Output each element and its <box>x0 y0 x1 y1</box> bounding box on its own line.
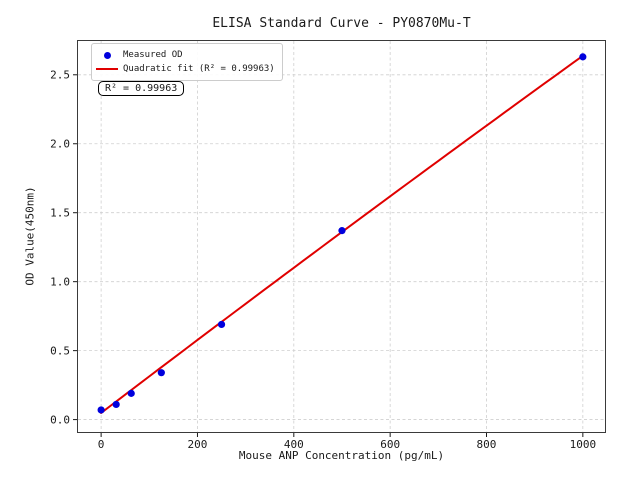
data-point <box>217 320 226 329</box>
chart-title: ELISA Standard Curve - PY0870Mu-T <box>212 16 471 31</box>
y-tick-label: 2.0 <box>50 137 70 151</box>
data-point <box>157 369 165 377</box>
data-point <box>127 389 135 397</box>
legend: Measured OD Quadratic fit (R² = 0.99963) <box>91 43 283 81</box>
legend-item-quadratic-fit: Quadratic fit (R² = 0.99963) <box>95 62 275 76</box>
legend-label-quadratic-fit: Quadratic fit (R² = 0.99963) <box>123 64 275 74</box>
quadratic-fit-line <box>100 54 584 414</box>
fit-line-icon <box>96 68 118 70</box>
y-axis-label: OD Value(450nm) <box>23 186 37 286</box>
data-point <box>579 53 587 61</box>
y-tick-label: 1.0 <box>50 275 70 289</box>
y-tick-label: 0.5 <box>50 344 70 358</box>
x-axis-label: Mouse ANP Concentration (pg/mL) <box>238 449 445 462</box>
legend-item-measured-od: Measured OD <box>95 48 275 62</box>
legend-handle <box>95 68 119 70</box>
legend-label-measured-od: Measured OD <box>123 50 183 60</box>
x-tick-label: 400 <box>283 438 304 451</box>
legend-handle <box>95 51 119 59</box>
x-tick-label: 1000 <box>569 438 597 451</box>
r-squared-annotation: R² = 0.99963 <box>98 81 185 96</box>
scatter-marker-icon <box>103 51 111 59</box>
x-tick-label: 600 <box>380 438 401 451</box>
data-point <box>112 400 120 409</box>
x-tick-label: 800 <box>476 438 497 451</box>
plot-canvas <box>73 41 605 437</box>
x-tick-label: 0 <box>97 438 105 451</box>
x-tick-label: 200 <box>187 438 208 451</box>
plot-area: Measured OD Quadratic fit (R² = 0.99963)… <box>73 40 606 437</box>
data-point <box>97 406 105 414</box>
y-tick-label: 0.0 <box>50 413 70 427</box>
y-tick-label: 2.5 <box>50 68 70 82</box>
data-point <box>338 227 346 235</box>
y-tick-label: 1.5 <box>50 206 70 220</box>
